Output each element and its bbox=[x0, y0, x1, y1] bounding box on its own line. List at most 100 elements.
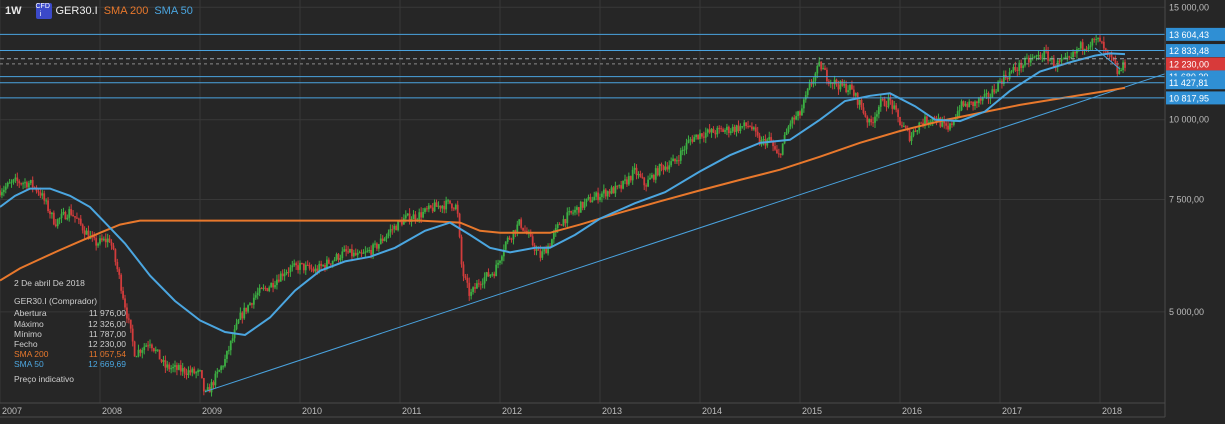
candle-body bbox=[147, 345, 149, 347]
candle-body bbox=[283, 273, 286, 277]
candle-body bbox=[816, 65, 819, 74]
candle-body bbox=[593, 196, 596, 201]
candle-body bbox=[85, 230, 88, 235]
level-badge[interactable]: 12 833,48 bbox=[1166, 44, 1225, 58]
candle-body bbox=[679, 150, 682, 161]
candle-body bbox=[783, 135, 786, 144]
candle-body bbox=[41, 193, 44, 196]
candle-body bbox=[1035, 55, 1038, 57]
level-badge[interactable]: 13 604,43 bbox=[1166, 27, 1225, 41]
candle-body bbox=[172, 366, 174, 369]
candle-body bbox=[356, 253, 359, 256]
candle-body bbox=[741, 126, 744, 128]
candle-body bbox=[585, 198, 588, 202]
sma200-legend[interactable]: SMA 200 bbox=[103, 5, 149, 17]
level-badge[interactable]: 10 817,95 bbox=[1166, 91, 1225, 105]
candle-body bbox=[787, 126, 790, 132]
candle-body bbox=[806, 88, 809, 96]
candle-body bbox=[779, 153, 782, 155]
candle-body bbox=[645, 185, 648, 187]
candle-body bbox=[79, 218, 82, 225]
candle-body bbox=[743, 122, 746, 127]
candle-body bbox=[291, 265, 294, 268]
candle-body bbox=[885, 106, 888, 108]
candle-body bbox=[583, 201, 586, 208]
candle-body bbox=[641, 176, 644, 178]
candle-body bbox=[643, 177, 646, 186]
candle-body bbox=[933, 117, 936, 120]
candle-body bbox=[226, 350, 228, 359]
candle-body bbox=[443, 205, 446, 210]
candle-body bbox=[1104, 48, 1107, 52]
x-tick-label: 2014 bbox=[702, 406, 722, 416]
candle-body bbox=[1124, 62, 1126, 68]
last-price-badge[interactable]: 12 230,00 bbox=[1166, 57, 1225, 71]
candle-body bbox=[549, 245, 551, 247]
candle-body bbox=[633, 167, 636, 170]
candle-body bbox=[662, 166, 665, 170]
candle-body bbox=[1064, 56, 1067, 59]
candle-body bbox=[345, 249, 348, 252]
candle-body bbox=[889, 97, 892, 101]
candle-body bbox=[654, 168, 657, 180]
candle-body bbox=[868, 119, 871, 123]
candle-body bbox=[652, 174, 655, 180]
candle-body bbox=[999, 80, 1001, 82]
sma50-legend[interactable]: SMA 50 bbox=[154, 5, 193, 17]
candle-body bbox=[124, 298, 126, 308]
candle-body bbox=[631, 169, 634, 181]
candle-body bbox=[316, 268, 319, 272]
candle-body bbox=[824, 68, 826, 70]
candle-body bbox=[466, 277, 469, 283]
candle-body bbox=[731, 126, 734, 132]
candle-body bbox=[516, 224, 519, 234]
candle-body bbox=[162, 360, 165, 362]
trendline[interactable] bbox=[204, 73, 1166, 393]
candle-body bbox=[387, 232, 390, 236]
candle-body bbox=[1101, 41, 1103, 43]
candle-body bbox=[276, 279, 278, 286]
candle-body bbox=[616, 185, 619, 187]
candle-body bbox=[754, 127, 757, 132]
candle-body bbox=[629, 176, 632, 181]
candle-body bbox=[274, 285, 276, 288]
candle-body bbox=[1077, 48, 1080, 50]
candle-body bbox=[406, 213, 409, 216]
sma50-line[interactable] bbox=[0, 52, 1126, 337]
candle-body bbox=[849, 84, 851, 91]
candle-body bbox=[547, 245, 549, 254]
candle-body bbox=[229, 340, 232, 351]
candle-body bbox=[168, 364, 171, 370]
candle-body bbox=[562, 219, 565, 226]
candle-body bbox=[56, 219, 59, 227]
candle-body bbox=[170, 368, 173, 370]
candle-body bbox=[1120, 70, 1123, 72]
candle-body bbox=[114, 249, 117, 262]
candle-body bbox=[129, 319, 132, 329]
candle-body bbox=[895, 105, 898, 110]
candle-body bbox=[972, 101, 974, 107]
level-badge[interactable]: 11 427,81 bbox=[1166, 76, 1225, 90]
candle-body bbox=[926, 116, 928, 124]
candle-body bbox=[724, 130, 726, 132]
candle-body bbox=[456, 204, 459, 214]
candle-body bbox=[543, 248, 546, 252]
candle-body bbox=[970, 101, 973, 103]
candle-body bbox=[664, 166, 667, 170]
sma200-line[interactable] bbox=[0, 86, 1126, 282]
candle-body bbox=[1029, 58, 1032, 63]
timeframe-label[interactable]: 1W bbox=[5, 5, 22, 17]
last-price-badge-label: 12 230,00 bbox=[1169, 59, 1209, 69]
candle-body bbox=[499, 260, 501, 263]
candle-body bbox=[24, 182, 26, 184]
candle-body bbox=[326, 259, 328, 269]
candle-body bbox=[6, 182, 9, 187]
symbol-label[interactable]: GER30.I bbox=[55, 5, 98, 17]
candle-body bbox=[881, 99, 884, 101]
candle-body bbox=[947, 125, 949, 130]
candle-body bbox=[702, 136, 705, 138]
candle-body bbox=[520, 219, 523, 228]
candle-body bbox=[768, 137, 771, 140]
